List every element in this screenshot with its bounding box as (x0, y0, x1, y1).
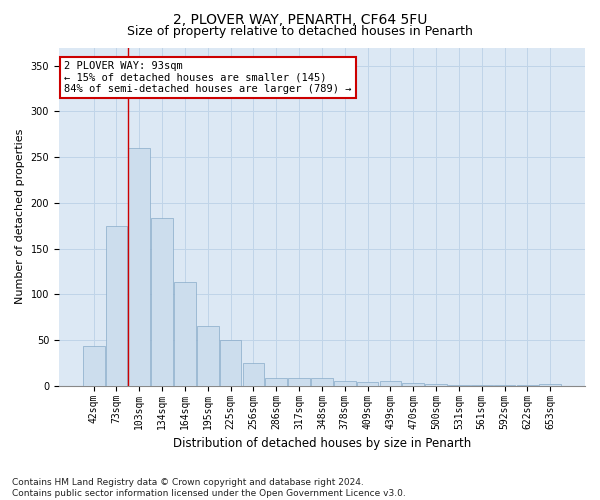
Bar (380, 381, 401, 386)
Bar (128, 148, 150, 386)
Text: Contains HM Land Registry data © Crown copyright and database right 2024.
Contai: Contains HM Land Registry data © Crown c… (12, 478, 406, 498)
Bar (403, 383, 424, 386)
X-axis label: Distribution of detached houses by size in Penarth: Distribution of detached houses by size … (173, 437, 471, 450)
Bar (174, 282, 196, 386)
Bar (242, 363, 265, 386)
Bar (197, 326, 218, 386)
Text: Size of property relative to detached houses in Penarth: Size of property relative to detached ho… (127, 25, 473, 38)
Bar (334, 381, 356, 386)
Y-axis label: Number of detached properties: Number of detached properties (15, 129, 25, 304)
Bar (494, 385, 515, 386)
Bar (357, 382, 379, 386)
Bar (220, 340, 241, 386)
Bar (311, 378, 333, 386)
Bar (151, 218, 173, 386)
Bar (517, 385, 538, 386)
Bar (425, 384, 447, 386)
Bar (288, 378, 310, 386)
Bar (83, 346, 104, 386)
Bar (471, 385, 493, 386)
Bar (106, 226, 127, 386)
Bar (448, 385, 470, 386)
Bar (539, 384, 561, 386)
Text: 2, PLOVER WAY, PENARTH, CF64 5FU: 2, PLOVER WAY, PENARTH, CF64 5FU (173, 12, 427, 26)
Text: 2 PLOVER WAY: 93sqm
← 15% of detached houses are smaller (145)
84% of semi-detac: 2 PLOVER WAY: 93sqm ← 15% of detached ho… (64, 61, 352, 94)
Bar (265, 378, 287, 386)
